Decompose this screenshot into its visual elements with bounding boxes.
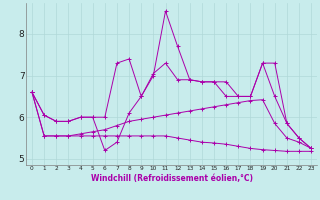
X-axis label: Windchill (Refroidissement éolien,°C): Windchill (Refroidissement éolien,°C) [91, 174, 252, 183]
